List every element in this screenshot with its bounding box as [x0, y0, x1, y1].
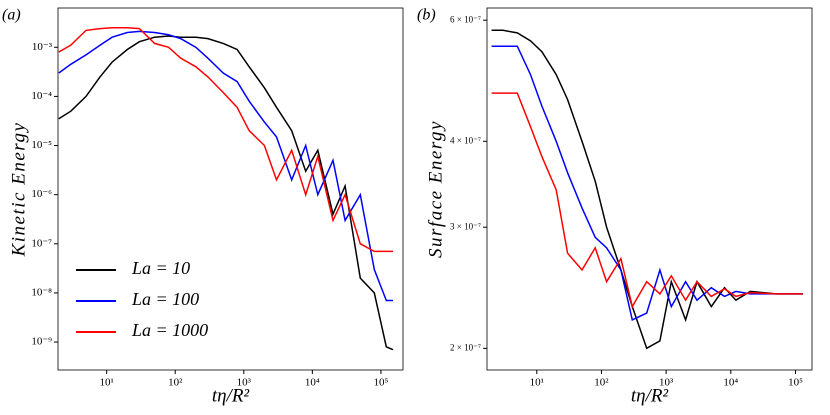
x-axis-label: tη/R² — [631, 385, 669, 406]
series-line — [58, 26, 393, 253]
y-tick-label: 10⁻⁸ — [31, 286, 52, 298]
y-tick-label: 10⁻⁹ — [31, 336, 52, 348]
y-tick-label: 10⁻⁷ — [31, 237, 52, 249]
y-tick-label: 2 × 10⁻⁷ — [450, 342, 481, 352]
y-axis-label: Kinetic Energy — [8, 122, 29, 258]
y-tick-label: 10⁻⁴ — [31, 90, 52, 102]
x-tick-label: 10⁵ — [373, 377, 388, 389]
plot-frame — [486, 7, 813, 371]
legend-label: La = 1000 — [131, 320, 208, 340]
y-tick-label: 10⁻⁶ — [31, 188, 52, 200]
y-tick-label: 10⁻⁵ — [31, 139, 52, 151]
panel-label: (a) — [2, 7, 21, 24]
y-tick-label: 3 × 10⁻⁷ — [450, 221, 481, 231]
x-axis-label: tη/R² — [212, 385, 250, 406]
series-line — [491, 92, 803, 309]
y-tick-label: 10⁻³ — [32, 41, 53, 53]
series-line — [58, 35, 394, 351]
y-tick-label: 4 × 10⁻⁷ — [450, 135, 481, 145]
x-tick-label: 10² — [594, 377, 609, 389]
x-tick-label: 10⁵ — [788, 377, 803, 389]
y-tick-label: 6 × 10⁻⁷ — [450, 14, 481, 24]
x-tick-label: 10⁴ — [723, 377, 738, 389]
x-tick-label: 10² — [168, 377, 183, 389]
x-tick-label: 10³ — [237, 377, 252, 389]
y-axis-label: Surface Energy — [425, 120, 446, 258]
plot-frame — [57, 7, 404, 371]
x-tick-label: 10¹ — [100, 377, 114, 389]
x-tick-label: 10³ — [659, 377, 674, 389]
x-tick-label: 10¹ — [530, 377, 544, 389]
x-tick-label: 10⁴ — [305, 377, 320, 389]
series-line — [491, 29, 803, 350]
legend-label: La = 10 — [131, 258, 190, 278]
panel-label: (b) — [417, 7, 436, 24]
legend-label: La = 100 — [131, 289, 199, 309]
series-line — [491, 45, 803, 321]
series-line — [58, 30, 393, 302]
